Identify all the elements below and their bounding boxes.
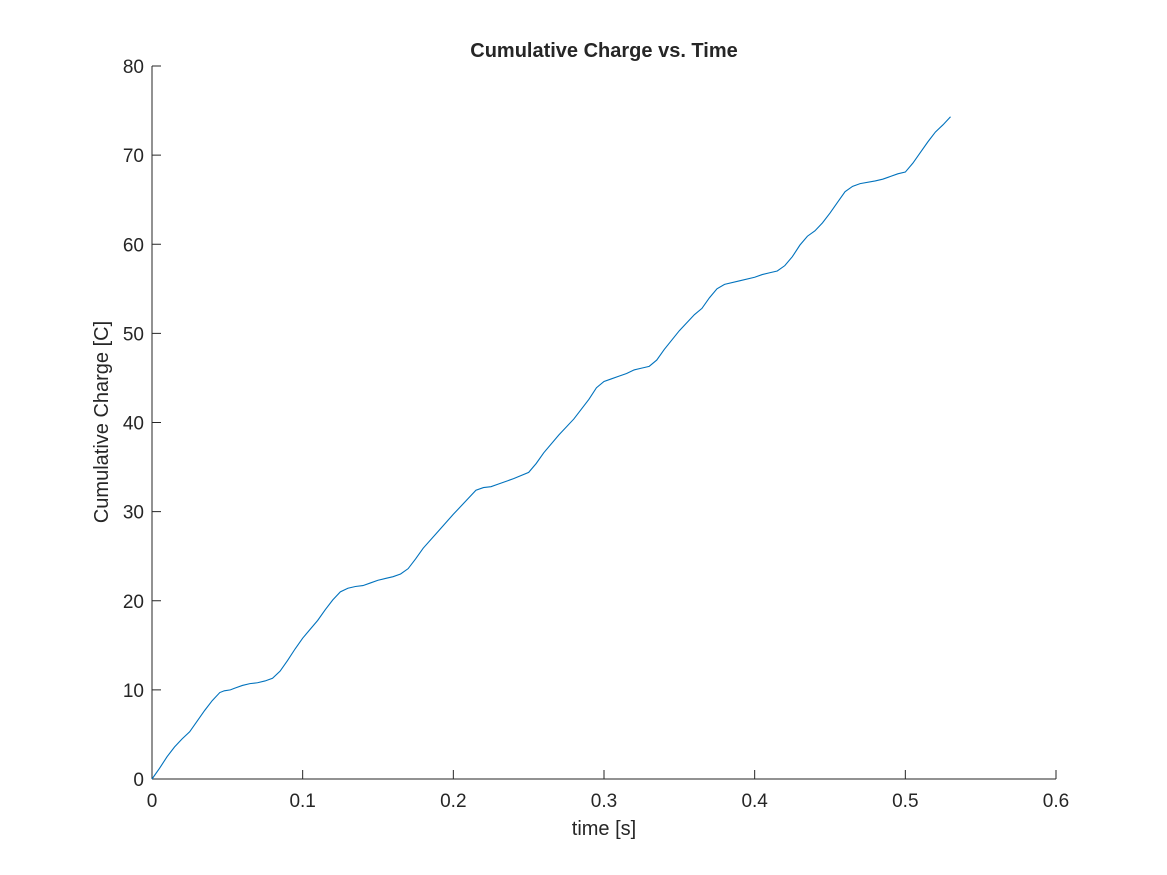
x-tick-label: 0.5 <box>892 791 918 812</box>
y-tick-label: 60 <box>123 235 144 256</box>
x-tick-label: 0.1 <box>289 791 315 812</box>
series-line <box>151 116 951 780</box>
x-tick-label: 0 <box>147 791 158 812</box>
y-tick-label: 30 <box>123 503 144 524</box>
x-tick-label: 0.6 <box>1043 791 1069 812</box>
y-tick-label: 80 <box>123 57 144 78</box>
y-tick-label: 40 <box>123 414 144 435</box>
y-tick-label: 0 <box>133 770 144 791</box>
x-tick-label: 0.4 <box>741 791 768 812</box>
y-tick-label: 20 <box>123 592 144 613</box>
y-axis-ticks: 0 10 20 30 40 50 60 70 80 <box>123 57 161 791</box>
y-tick-label: 50 <box>123 324 144 345</box>
x-tick-label: 0.3 <box>591 791 617 812</box>
x-tick-label: 0.2 <box>440 791 466 812</box>
plot-area: 0 0.1 0.2 0.3 0.4 0.5 0.6 0 10 20 30 40 50 60 70 80 <box>123 57 1069 812</box>
y-tick-label: 10 <box>123 681 144 702</box>
x-axis-label: time [s] <box>572 818 636 840</box>
y-axis-label: Cumulative Charge [C] <box>91 321 113 523</box>
y-tick-label: 70 <box>123 146 144 167</box>
chart-title: Cumulative Charge vs. Time <box>470 40 738 62</box>
x-axis-ticks: 0 0.1 0.2 0.3 0.4 0.5 0.6 <box>147 770 1069 812</box>
